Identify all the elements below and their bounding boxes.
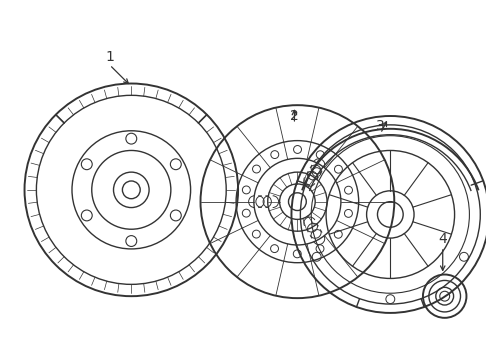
Text: 3: 3 xyxy=(375,119,384,133)
Text: 2: 2 xyxy=(289,109,298,123)
Text: 4: 4 xyxy=(437,232,446,246)
Text: 1: 1 xyxy=(105,50,114,64)
